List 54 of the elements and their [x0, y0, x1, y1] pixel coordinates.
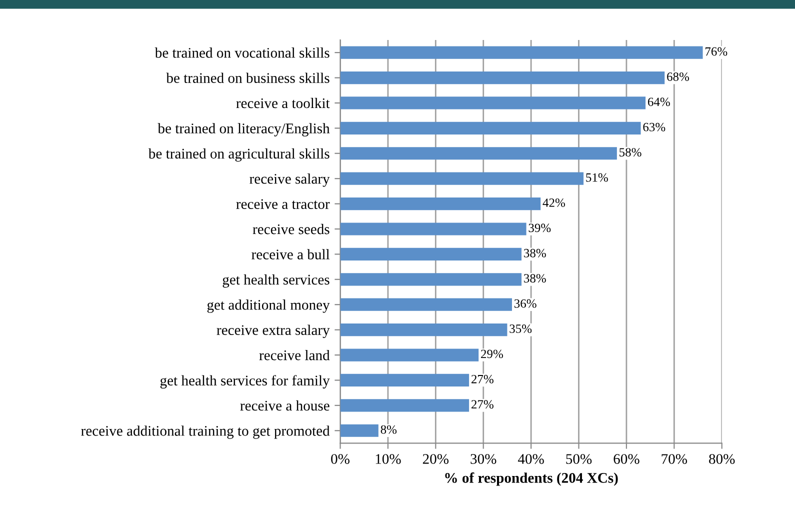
- y-tick-label: get additional money: [207, 300, 330, 313]
- x-tick-label: 40%: [518, 454, 544, 464]
- data-label: 38%: [524, 274, 546, 283]
- y-tick-label: be trained on literacy/English: [158, 123, 330, 136]
- x-tick-label: 60%: [614, 454, 640, 464]
- y-tick-label: receive seeds: [252, 224, 330, 234]
- x-tick-label: 10%: [376, 454, 401, 464]
- bar: [340, 424, 378, 437]
- y-tick-label: receive salary: [250, 174, 330, 187]
- y-tick-label: receive land: [259, 350, 330, 360]
- data-label: 76%: [706, 47, 728, 56]
- y-tick-label: get health services: [222, 274, 330, 288]
- x-tick-label: 30%: [470, 454, 496, 464]
- y-tick-label: receive extra salary: [216, 324, 330, 338]
- y-tick-label: be trained on vocational skills: [154, 48, 330, 58]
- data-label: 35%: [510, 324, 532, 333]
- data-label: 38%: [524, 248, 546, 258]
- bar: [340, 222, 526, 236]
- bar: [340, 348, 479, 362]
- bar: [340, 273, 522, 286]
- y-tick-label: receive a toolkit: [236, 98, 330, 108]
- data-label: 42%: [542, 198, 565, 207]
- x-tick-label: 70%: [662, 454, 688, 464]
- bar: [340, 399, 470, 412]
- data-label: 27%: [472, 374, 494, 384]
- y-tick-label: receive a bull: [252, 249, 330, 260]
- bar: [340, 147, 617, 160]
- bar: [340, 71, 665, 84]
- data-label: 39%: [528, 224, 551, 232]
- y-tick-label: get health services for family: [160, 375, 330, 388]
- y-tick-label: be trained on agricultural skills: [148, 148, 330, 162]
- y-tick-label: receive a tractor: [236, 199, 330, 209]
- bar: [340, 298, 512, 311]
- x-tick-label: 50%: [566, 454, 592, 464]
- y-tick-label: be trained on business skills: [166, 72, 330, 83]
- data-label: 68%: [667, 72, 690, 81]
- data-label: 29%: [481, 350, 503, 358]
- data-label: 8%: [380, 425, 397, 434]
- data-label: 27%: [472, 400, 494, 409]
- bar: [340, 324, 508, 336]
- data-label: 63%: [643, 122, 666, 132]
- bar: [340, 46, 703, 59]
- x-axis-title: % of respondents (204 XCs): [445, 472, 618, 486]
- bar: [340, 374, 470, 387]
- data-label: 58%: [620, 148, 642, 157]
- x-tick-label: 80%: [709, 454, 735, 464]
- bar: [340, 248, 522, 260]
- y-tick-label: receive a house: [240, 400, 330, 411]
- data-label: 36%: [514, 299, 536, 308]
- data-label: 64%: [648, 98, 670, 106]
- x-tick-label: 20%: [422, 454, 449, 464]
- x-tick-label: 0%: [331, 454, 350, 464]
- data-label: 51%: [586, 173, 608, 182]
- y-tick-label: receive additional training to get promoted: [81, 426, 330, 439]
